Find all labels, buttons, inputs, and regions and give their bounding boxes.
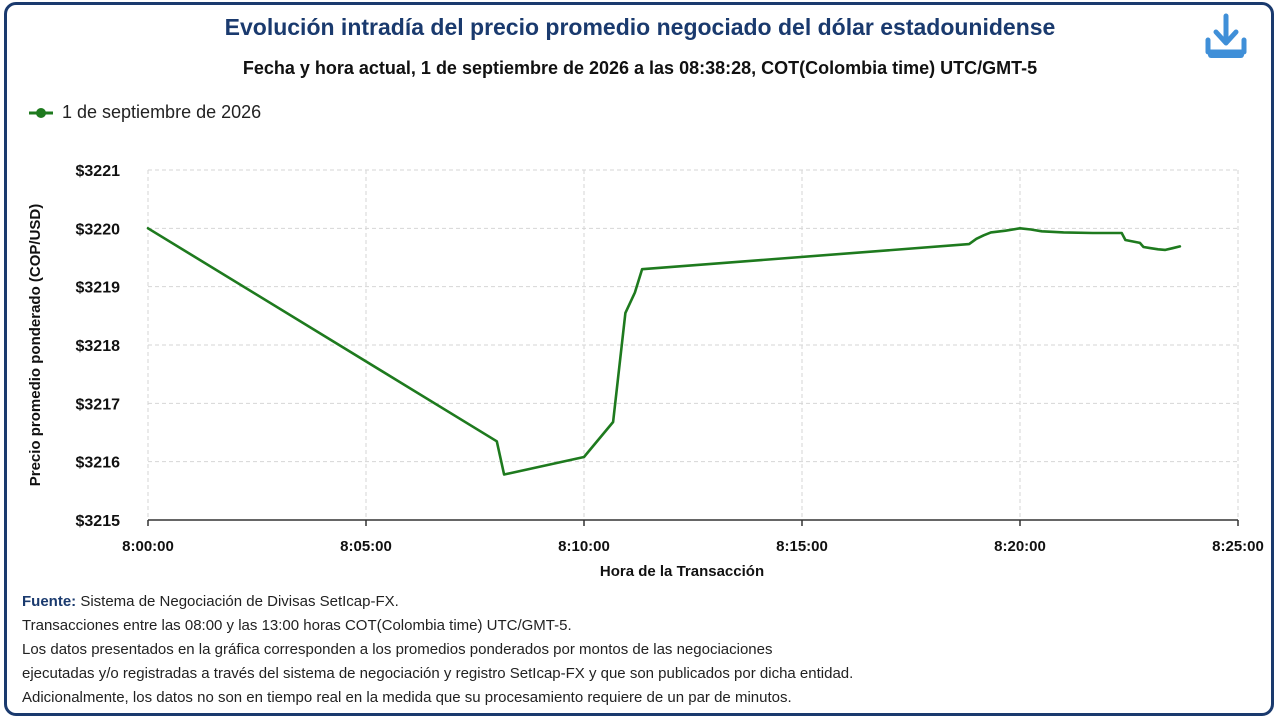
chart-subtitle: Fecha y hora actual, 1 de septiembre de … — [242, 58, 1038, 78]
legend-label: 1 de septiembre de 2026 — [62, 102, 262, 122]
download-icon — [1205, 13, 1247, 58]
x-tick-label: 8:25:00 — [1212, 538, 1264, 555]
y-tick-label: $3215 — [76, 513, 121, 530]
source-label: Fuente: — [22, 593, 77, 610]
chart-frame — [4, 2, 1274, 716]
y-axis-label: Precio promedio ponderado (COP/USD) — [27, 204, 44, 487]
y-tick-label: $3219 — [76, 280, 121, 297]
tick-labels: $3215 $3216 $3217 $3218 $3219 $3220 $3221 8:00:… — [76, 163, 1264, 555]
x-tick-label: 8:20:00 — [994, 538, 1046, 555]
x-tick-label: 8:00:00 — [122, 538, 174, 555]
footer-line-4: ejecutadas y/o registradas a través del … — [22, 665, 854, 682]
x-tick-label: 8:05:00 — [340, 538, 392, 555]
y-tick-label: $3221 — [76, 163, 121, 180]
y-tick-label: $3220 — [76, 221, 121, 238]
x-tick-label: 8:10:00 — [558, 538, 610, 555]
download-button[interactable] — [1200, 10, 1254, 64]
series-line — [146, 227, 1182, 476]
footer-source: Fuente: Sistema de Negociación de Divisa… — [22, 590, 853, 614]
series-layer — [146, 227, 1182, 476]
legend-marker — [29, 107, 53, 118]
x-axis-label: Hora de la Transacción — [600, 563, 764, 580]
y-tick-label: $3216 — [76, 455, 121, 472]
chart-title: Evolución intradía del precio promedio n… — [224, 14, 1056, 40]
grid-lines — [147, 169, 1239, 520]
y-tick-label: $3217 — [76, 396, 121, 413]
x-tick-label: 8:15:00 — [776, 538, 828, 555]
axes — [147, 519, 1239, 526]
source-text: Sistema de Negociación de Divisas SetIca… — [76, 593, 399, 610]
footer-line-5: Adicionalmente, los datos no son en tiem… — [22, 689, 792, 706]
footer-line-2: Transacciones entre las 08:00 y las 13:0… — [22, 617, 572, 634]
legend[interactable]: 1 de septiembre de 2026 — [28, 102, 261, 123]
footer-notes: Fuente: Sistema de Negociación de Divisa… — [22, 590, 853, 710]
y-tick-label: $3218 — [76, 338, 121, 355]
footer-line-3: Los datos presentados en la gráfica corr… — [22, 641, 773, 658]
